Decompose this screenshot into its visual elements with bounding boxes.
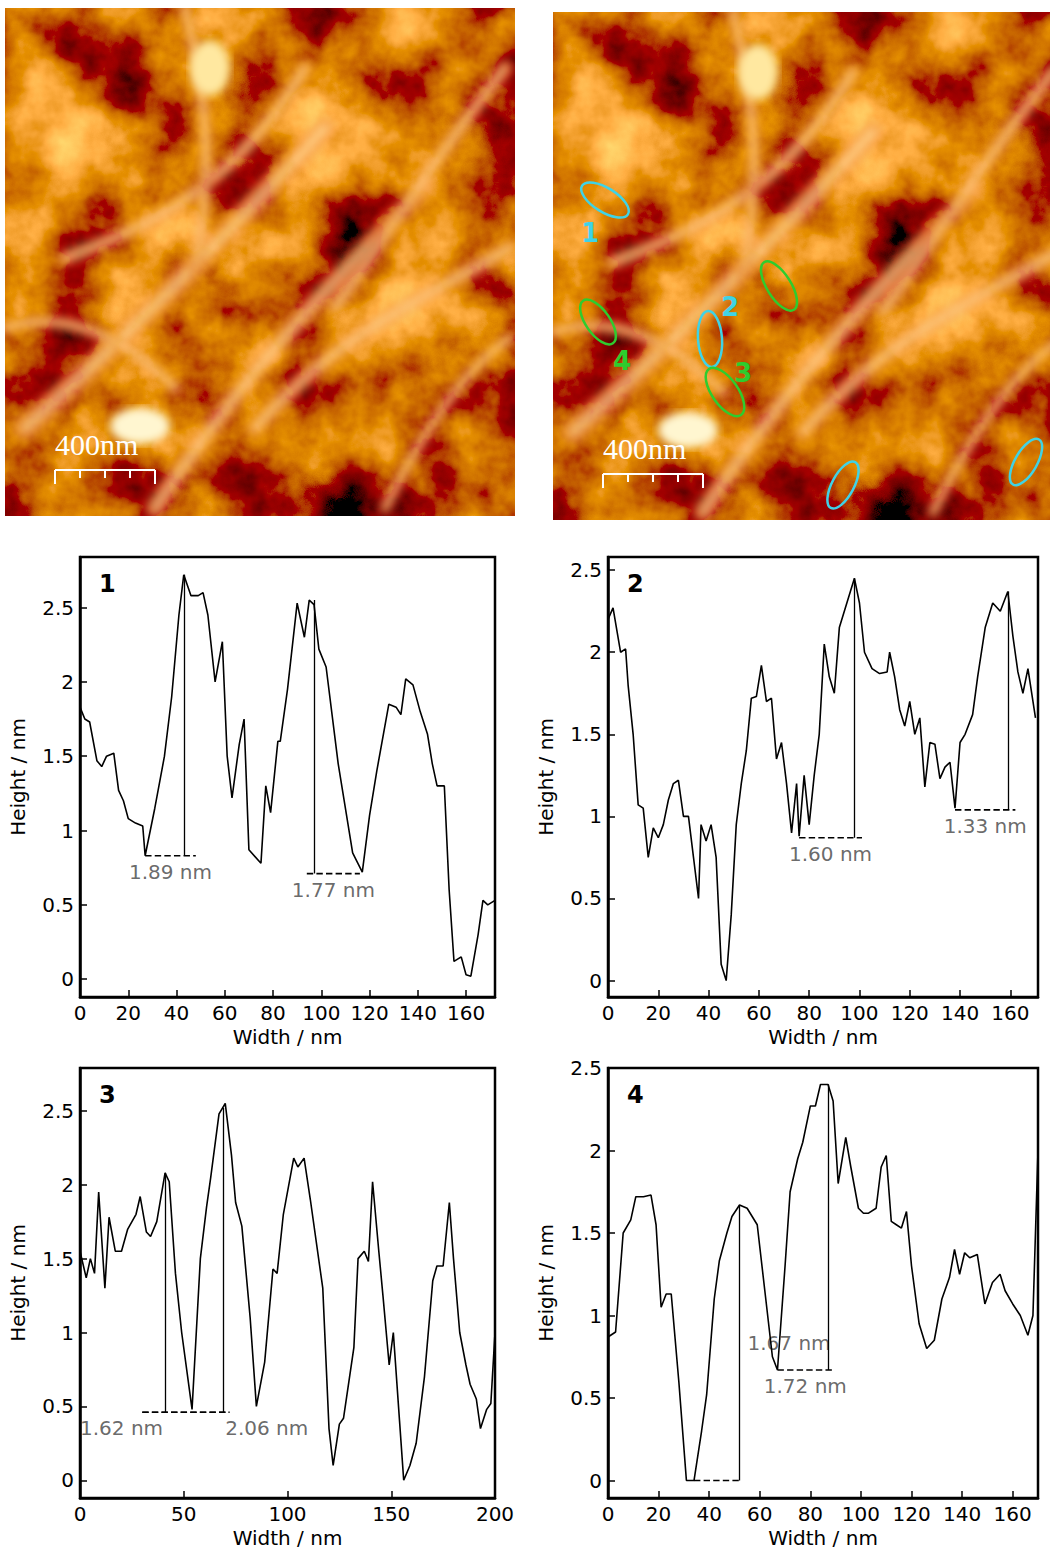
svg-text:1.72 nm: 1.72 nm xyxy=(764,1374,847,1398)
svg-text:2: 2 xyxy=(589,640,602,664)
svg-text:1.62 nm: 1.62 nm xyxy=(80,1416,163,1440)
svg-text:1.5: 1.5 xyxy=(42,744,74,768)
svg-text:1: 1 xyxy=(99,570,116,598)
svg-text:0: 0 xyxy=(61,967,74,991)
svg-text:100: 100 xyxy=(268,1502,306,1526)
svg-text:200: 200 xyxy=(476,1502,514,1526)
svg-text:20: 20 xyxy=(116,1001,141,1025)
svg-text:60: 60 xyxy=(746,1001,771,1025)
svg-text:1: 1 xyxy=(589,1304,602,1328)
svg-text:100: 100 xyxy=(840,1001,878,1025)
svg-text:2: 2 xyxy=(61,670,74,694)
svg-text:120: 120 xyxy=(892,1502,930,1526)
svg-text:4: 4 xyxy=(627,1081,644,1109)
svg-text:1.60 nm: 1.60 nm xyxy=(789,842,872,866)
svg-text:0.5: 0.5 xyxy=(42,1394,74,1418)
svg-text:60: 60 xyxy=(212,1001,237,1025)
svg-text:0: 0 xyxy=(589,1469,602,1493)
svg-text:2.5: 2.5 xyxy=(42,596,74,620)
svg-text:140: 140 xyxy=(943,1502,981,1526)
svg-text:2.5: 2.5 xyxy=(42,1099,74,1123)
svg-text:3: 3 xyxy=(99,1081,116,1109)
svg-text:0: 0 xyxy=(589,969,602,993)
svg-text:Height / nm: Height / nm xyxy=(6,718,30,836)
svg-text:1.89 nm: 1.89 nm xyxy=(129,860,212,884)
svg-text:Height / nm: Height / nm xyxy=(534,718,558,836)
svg-text:4: 4 xyxy=(613,346,631,376)
svg-text:160: 160 xyxy=(991,1001,1029,1025)
svg-text:20: 20 xyxy=(646,1502,671,1526)
svg-text:40: 40 xyxy=(696,1001,721,1025)
svg-text:400nm: 400nm xyxy=(55,428,138,461)
svg-text:0: 0 xyxy=(602,1001,615,1025)
svg-text:100: 100 xyxy=(842,1502,880,1526)
svg-text:0.5: 0.5 xyxy=(570,1386,602,1410)
svg-text:Width / nm: Width / nm xyxy=(233,1526,343,1550)
svg-text:140: 140 xyxy=(399,1001,437,1025)
svg-text:0: 0 xyxy=(61,1468,74,1492)
svg-text:40: 40 xyxy=(164,1001,189,1025)
svg-text:1.33 nm: 1.33 nm xyxy=(944,814,1027,838)
svg-text:80: 80 xyxy=(796,1001,821,1025)
svg-text:160: 160 xyxy=(994,1502,1032,1526)
svg-text:1.5: 1.5 xyxy=(42,1247,74,1271)
svg-text:2: 2 xyxy=(721,292,739,322)
svg-text:120: 120 xyxy=(891,1001,929,1025)
svg-text:2.5: 2.5 xyxy=(570,558,602,582)
svg-text:1.5: 1.5 xyxy=(570,1221,602,1245)
svg-text:80: 80 xyxy=(798,1502,823,1526)
svg-text:3: 3 xyxy=(734,358,752,388)
svg-text:1: 1 xyxy=(589,804,602,828)
svg-text:2.06 nm: 2.06 nm xyxy=(225,1416,308,1440)
svg-text:160: 160 xyxy=(447,1001,485,1025)
svg-text:0: 0 xyxy=(74,1502,87,1526)
svg-text:50: 50 xyxy=(171,1502,196,1526)
svg-text:2: 2 xyxy=(589,1139,602,1163)
svg-text:0: 0 xyxy=(74,1001,87,1025)
svg-text:1: 1 xyxy=(581,218,599,248)
svg-text:1: 1 xyxy=(61,819,74,843)
svg-text:1: 1 xyxy=(61,1321,74,1345)
svg-text:140: 140 xyxy=(941,1001,979,1025)
svg-text:0.5: 0.5 xyxy=(570,886,602,910)
svg-text:20: 20 xyxy=(646,1001,671,1025)
svg-text:40: 40 xyxy=(696,1502,721,1526)
svg-text:Width / nm: Width / nm xyxy=(768,1526,878,1550)
svg-text:120: 120 xyxy=(350,1001,388,1025)
svg-text:150: 150 xyxy=(372,1502,410,1526)
svg-text:1.67 nm: 1.67 nm xyxy=(748,1331,831,1355)
svg-text:60: 60 xyxy=(747,1502,772,1526)
svg-text:100: 100 xyxy=(302,1001,340,1025)
svg-text:2.5: 2.5 xyxy=(570,1056,602,1080)
svg-text:Width / nm: Width / nm xyxy=(233,1025,343,1049)
svg-text:80: 80 xyxy=(260,1001,285,1025)
svg-text:Width / nm: Width / nm xyxy=(768,1025,878,1049)
svg-text:0.5: 0.5 xyxy=(42,893,74,917)
svg-text:2: 2 xyxy=(61,1173,74,1197)
svg-text:Height / nm: Height / nm xyxy=(534,1224,558,1342)
svg-text:Height / nm: Height / nm xyxy=(6,1224,30,1342)
svg-text:1.77 nm: 1.77 nm xyxy=(292,878,375,902)
svg-text:0: 0 xyxy=(602,1502,615,1526)
svg-text:1.5: 1.5 xyxy=(570,722,602,746)
svg-text:2: 2 xyxy=(627,570,644,598)
svg-text:400nm: 400nm xyxy=(603,432,686,465)
